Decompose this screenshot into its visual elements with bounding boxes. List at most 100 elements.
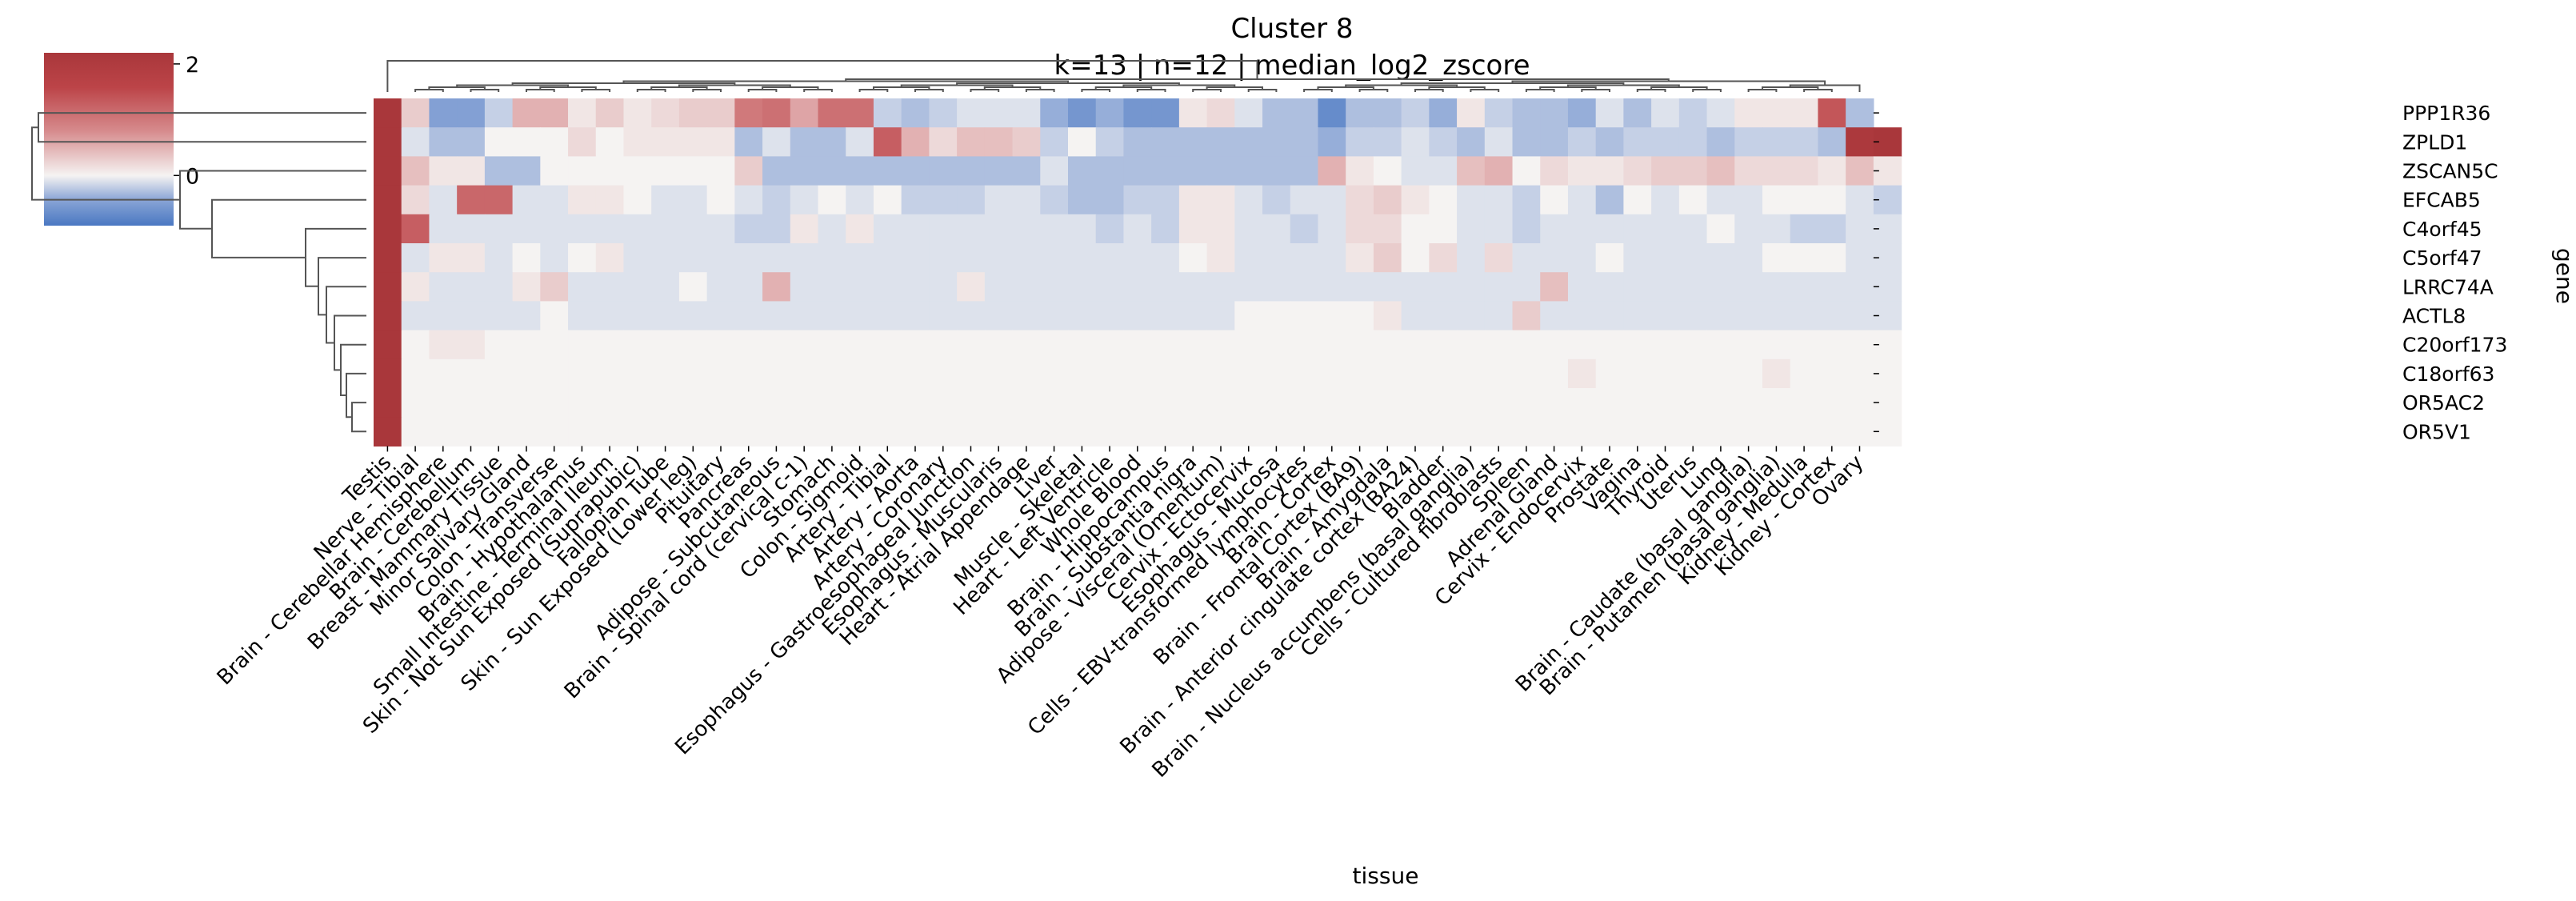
heatmap-cell bbox=[762, 127, 791, 157]
heatmap-cell bbox=[374, 243, 402, 273]
heatmap-cell bbox=[1373, 330, 1402, 360]
heatmap-cell bbox=[1095, 214, 1125, 244]
heatmap-cell bbox=[846, 417, 874, 446]
heatmap-cell bbox=[1401, 156, 1430, 186]
heatmap-cell bbox=[1178, 358, 1208, 389]
heatmap-cell bbox=[540, 358, 569, 389]
heatmap-cell bbox=[1734, 185, 1763, 215]
heatmap-cell bbox=[1123, 301, 1152, 331]
heatmap-cell bbox=[1706, 330, 1735, 360]
heatmap-cell bbox=[568, 417, 597, 446]
dendrogram-branch bbox=[692, 89, 722, 92]
heatmap-cell bbox=[568, 127, 597, 157]
heatmap-cell bbox=[818, 301, 846, 331]
heatmap-cell bbox=[1540, 98, 1569, 128]
heatmap-cell bbox=[1484, 388, 1514, 418]
heatmap-cell bbox=[1262, 156, 1291, 186]
dendrogram-branch bbox=[1025, 89, 1055, 92]
heatmap-cell bbox=[957, 330, 986, 360]
heatmap-cell bbox=[1206, 358, 1235, 389]
heatmap-cell bbox=[1846, 272, 1874, 302]
heatmap-cell bbox=[1318, 127, 1346, 157]
heatmap-cell bbox=[1262, 388, 1291, 418]
heatmap-cell bbox=[1178, 243, 1208, 273]
heatmap-cell bbox=[1318, 98, 1346, 128]
heatmap-cell bbox=[1818, 156, 1846, 186]
heatmap-cell bbox=[1178, 98, 1208, 128]
heatmap-cell bbox=[734, 243, 763, 273]
heatmap-cell bbox=[1429, 214, 1458, 244]
heatmap-cell bbox=[706, 185, 735, 215]
heatmap-cell bbox=[1262, 417, 1291, 446]
heatmap-cell bbox=[984, 98, 1014, 128]
heatmap-cell bbox=[1818, 127, 1846, 157]
heatmap-cell bbox=[1846, 417, 1874, 446]
heatmap-cell bbox=[1401, 127, 1430, 157]
heatmap-cell bbox=[374, 127, 402, 157]
heatmap-cell bbox=[1123, 388, 1152, 418]
heatmap-cell bbox=[429, 214, 458, 244]
heatmap-cell bbox=[1290, 358, 1319, 389]
heatmap-cell bbox=[1429, 358, 1458, 389]
heatmap-cell bbox=[1040, 417, 1069, 446]
heatmap-cell bbox=[678, 127, 708, 157]
heatmap-cell bbox=[957, 243, 986, 273]
heatmap-cell bbox=[1818, 272, 1846, 302]
heatmap-cell bbox=[1318, 301, 1346, 331]
heatmap-cell bbox=[846, 301, 874, 331]
heatmap-cell bbox=[1567, 301, 1597, 331]
heatmap-cell bbox=[1429, 272, 1458, 302]
heatmap-cell bbox=[1290, 388, 1319, 418]
heatmap-cell bbox=[1734, 301, 1763, 331]
heatmap-cell bbox=[984, 417, 1014, 446]
heatmap-cell bbox=[957, 388, 986, 418]
heatmap-cell bbox=[623, 330, 652, 360]
heatmap-cell bbox=[678, 243, 708, 273]
heatmap-cell bbox=[1651, 98, 1680, 128]
dendrogram-branch bbox=[970, 89, 1000, 92]
heatmap-cell bbox=[1790, 301, 1819, 331]
heatmap-cell bbox=[901, 388, 930, 418]
heatmap-cell bbox=[1706, 358, 1735, 389]
heatmap-cell bbox=[1346, 156, 1374, 186]
heatmap-cell bbox=[651, 358, 680, 389]
heatmap-cell bbox=[901, 330, 930, 360]
heatmap-cell bbox=[401, 214, 430, 244]
heatmap-cell bbox=[1457, 272, 1486, 302]
heatmap-cell bbox=[457, 417, 486, 446]
heatmap-cell bbox=[818, 272, 846, 302]
heatmap-cell bbox=[1040, 185, 1069, 215]
heatmap-cell bbox=[1846, 185, 1874, 215]
heatmap-cell bbox=[1790, 156, 1819, 186]
heatmap-cell bbox=[1457, 156, 1486, 186]
heatmap-cell bbox=[1068, 301, 1097, 331]
heatmap-cell bbox=[929, 301, 958, 331]
heatmap-cell bbox=[595, 156, 625, 186]
heatmap-cell bbox=[568, 214, 597, 244]
heatmap-cell bbox=[1457, 214, 1486, 244]
heatmap-cell bbox=[457, 98, 486, 128]
heatmap-cell bbox=[1151, 417, 1180, 446]
heatmap-cell bbox=[1234, 156, 1263, 186]
heatmap-cell bbox=[1846, 98, 1874, 128]
heatmap-cell bbox=[568, 272, 597, 302]
heatmap-cell bbox=[1178, 127, 1208, 157]
heatmap-cell bbox=[1762, 330, 1791, 360]
heatmap-cell bbox=[401, 330, 430, 360]
y-axis-label: gene bbox=[2551, 248, 2576, 304]
heatmap-cell bbox=[1012, 98, 1041, 128]
heatmap-cell bbox=[1401, 243, 1430, 273]
dendrogram-branch bbox=[1470, 89, 1500, 92]
heatmap-cell bbox=[651, 214, 680, 244]
heatmap-cell bbox=[1040, 330, 1069, 360]
heatmap-cell bbox=[1178, 417, 1208, 446]
heatmap-cell bbox=[595, 185, 625, 215]
heatmap-cell bbox=[1651, 243, 1680, 273]
heatmap-cell bbox=[1567, 243, 1597, 273]
heatmap-cell bbox=[1734, 214, 1763, 244]
heatmap-cell bbox=[846, 127, 874, 157]
heatmap-cell bbox=[1318, 214, 1346, 244]
heatmap-cell bbox=[790, 330, 819, 360]
dendrogram-branch bbox=[803, 89, 833, 92]
heatmap-cell bbox=[623, 301, 652, 331]
